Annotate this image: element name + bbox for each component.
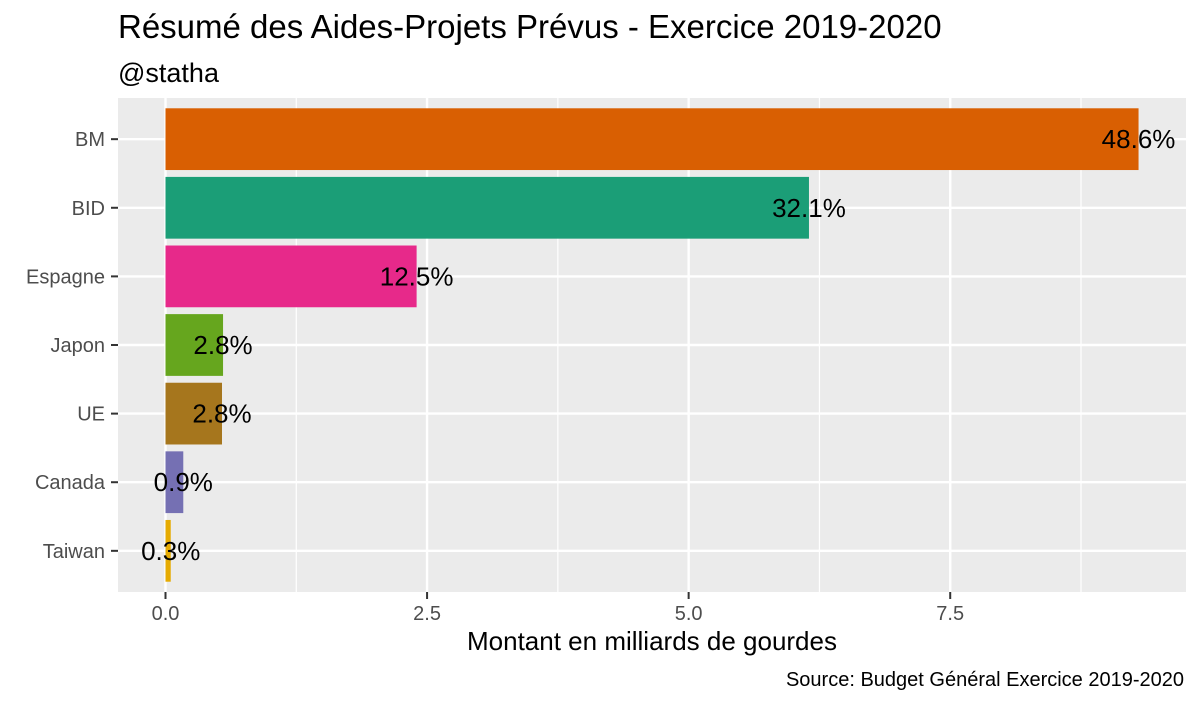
y-tick-label: Espagne xyxy=(26,266,105,288)
bar-taiwan xyxy=(165,519,171,582)
y-tick-label: Canada xyxy=(35,472,106,494)
x-axis-title: Montant en milliards de gourdes xyxy=(467,626,837,656)
bar-label-bm: 48.6% xyxy=(1102,124,1176,154)
bar-label-bid: 32.1% xyxy=(772,193,846,223)
bar-label-taiwan: 0.3% xyxy=(141,536,200,566)
y-tick-label: Taiwan xyxy=(43,541,105,563)
bar-japon xyxy=(165,314,224,376)
y-tick-label: Japon xyxy=(51,335,106,357)
chart-subtitle: @statha xyxy=(118,58,219,88)
chart-title: Résumé des Aides-Projets Prévus - Exerci… xyxy=(118,8,942,45)
bar-label-canada: 0.9% xyxy=(154,467,213,497)
bar-bm xyxy=(165,108,1139,171)
x-tick-label: 5.0 xyxy=(675,603,703,625)
bar-label-ue: 2.8% xyxy=(192,399,251,429)
y-tick-label: BID xyxy=(72,198,105,220)
y-tick-label: BM xyxy=(75,129,105,151)
bar-canada xyxy=(165,451,184,514)
bar-ue xyxy=(165,382,222,445)
bar-bid xyxy=(165,176,809,239)
bar-label-japon: 2.8% xyxy=(193,330,252,360)
bar-espagne xyxy=(165,245,417,308)
x-tick-label: 2.5 xyxy=(413,603,441,625)
x-tick-label: 7.5 xyxy=(936,603,964,625)
y-tick-label: UE xyxy=(77,404,105,426)
x-tick-label: 0.0 xyxy=(152,603,180,625)
bar-label-espagne: 12.5% xyxy=(380,261,454,291)
chart-caption: Source: Budget Général Exercice 2019-202… xyxy=(785,669,1184,691)
